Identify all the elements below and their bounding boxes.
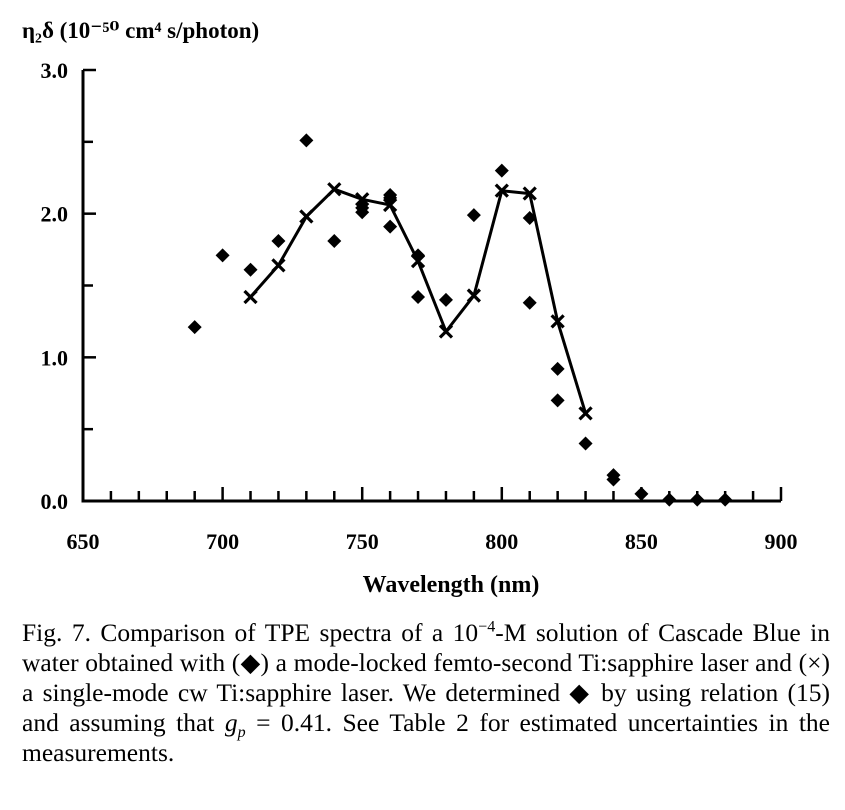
- data-point-diamond: [299, 133, 314, 148]
- data-point-cross: [494, 183, 509, 198]
- data-point-cross: [522, 186, 537, 201]
- data-point-cross: [466, 288, 482, 303]
- data-point-diamond: [522, 295, 537, 310]
- data-point-diamond: [383, 187, 398, 202]
- cross-stroke: [299, 209, 314, 224]
- data-point-diamond: [215, 248, 230, 263]
- data-point-diamond: [187, 320, 202, 335]
- data-point-diamond: [634, 486, 649, 501]
- data-point-cross: [550, 314, 565, 329]
- cross-stroke: [382, 197, 398, 213]
- figure-caption: Fig. 7. Comparison of TPE spectra of a 1…: [22, 618, 830, 768]
- data-point-cross: [327, 182, 342, 197]
- data-point-diamond: [550, 393, 565, 408]
- cross-stroke: [522, 186, 537, 201]
- data-point-cross: [355, 192, 370, 207]
- x-tick-label: 750: [346, 529, 379, 554]
- data-point-diamond: [606, 472, 621, 487]
- caption-fig-label: Fig. 7.: [22, 618, 91, 647]
- data-point-cross: [578, 406, 593, 421]
- series-markers: [187, 133, 733, 507]
- data-point-diamond: [466, 208, 481, 223]
- caption-variable: g: [224, 708, 238, 737]
- chart: 650 700 750 800 850 900 0.0 1.0 2.0 3.0 η₂δ (10⁻⁵…: [22, 18, 798, 598]
- data-point-diamond: [522, 210, 537, 225]
- data-point-diamond: [690, 492, 705, 507]
- y-tick-label: 3.0: [41, 58, 69, 83]
- x-tick-label: 800: [485, 529, 518, 554]
- data-point-cross: [243, 289, 258, 305]
- cross-stroke: [271, 258, 286, 273]
- data-point-cross: [410, 253, 426, 269]
- cross-stroke: [327, 182, 342, 197]
- cross-stroke: [243, 289, 258, 305]
- data-point-diamond: [411, 289, 426, 304]
- cross-stroke: [494, 183, 509, 198]
- data-point-diamond: [271, 233, 286, 248]
- caption-text-1: Comparison of TPE spectra of a 10: [100, 618, 479, 647]
- x-tick-label: 850: [625, 529, 658, 554]
- cross-stroke: [578, 406, 593, 421]
- cross-stroke: [438, 324, 454, 339]
- chart-ticks: [83, 68, 783, 501]
- x-tick-label: 900: [765, 529, 798, 554]
- caption-variable-subscript: p: [237, 724, 246, 742]
- data-point-diamond: [438, 292, 453, 307]
- y-tick-label: 1.0: [41, 345, 69, 370]
- data-point-diamond: [327, 233, 342, 248]
- caption-text-3: = 0.41. See Table 2 for estimated uncert…: [22, 708, 830, 767]
- cross-stroke: [550, 314, 565, 329]
- x-tick-label: 700: [206, 529, 239, 554]
- data-point-diamond: [662, 492, 677, 507]
- x-axis-label: Wavelength (nm): [363, 572, 540, 598]
- y-axis-label: η₂δ (10⁻⁵⁰ cm⁴ s/photon): [22, 18, 259, 43]
- tick-labels: 650 700 750 800 850 900 0.0 1.0 2.0 3.0: [41, 58, 798, 554]
- data-point-diamond: [578, 436, 593, 451]
- caption-exponent: −4: [478, 618, 496, 636]
- data-point-cross: [382, 197, 398, 213]
- data-point-cross: [299, 209, 314, 224]
- data-point-diamond: [383, 219, 398, 234]
- data-point-diamond: [243, 262, 258, 277]
- cross-stroke: [410, 253, 426, 269]
- data-point-diamond: [494, 163, 509, 178]
- x-tick-label: 650: [67, 529, 100, 554]
- data-point-cross: [271, 258, 286, 273]
- cross-stroke: [466, 288, 482, 303]
- data-point-cross: [438, 324, 454, 339]
- data-point-diamond: [550, 361, 565, 376]
- chart-axes: [81, 70, 781, 503]
- caption-text-2: -M solution of Cascade Blue in water obt…: [22, 618, 830, 737]
- y-tick-label: 2.0: [41, 202, 69, 227]
- y-tick-label: 0.0: [41, 489, 69, 514]
- cross-stroke: [355, 192, 370, 207]
- data-point-diamond: [718, 492, 733, 507]
